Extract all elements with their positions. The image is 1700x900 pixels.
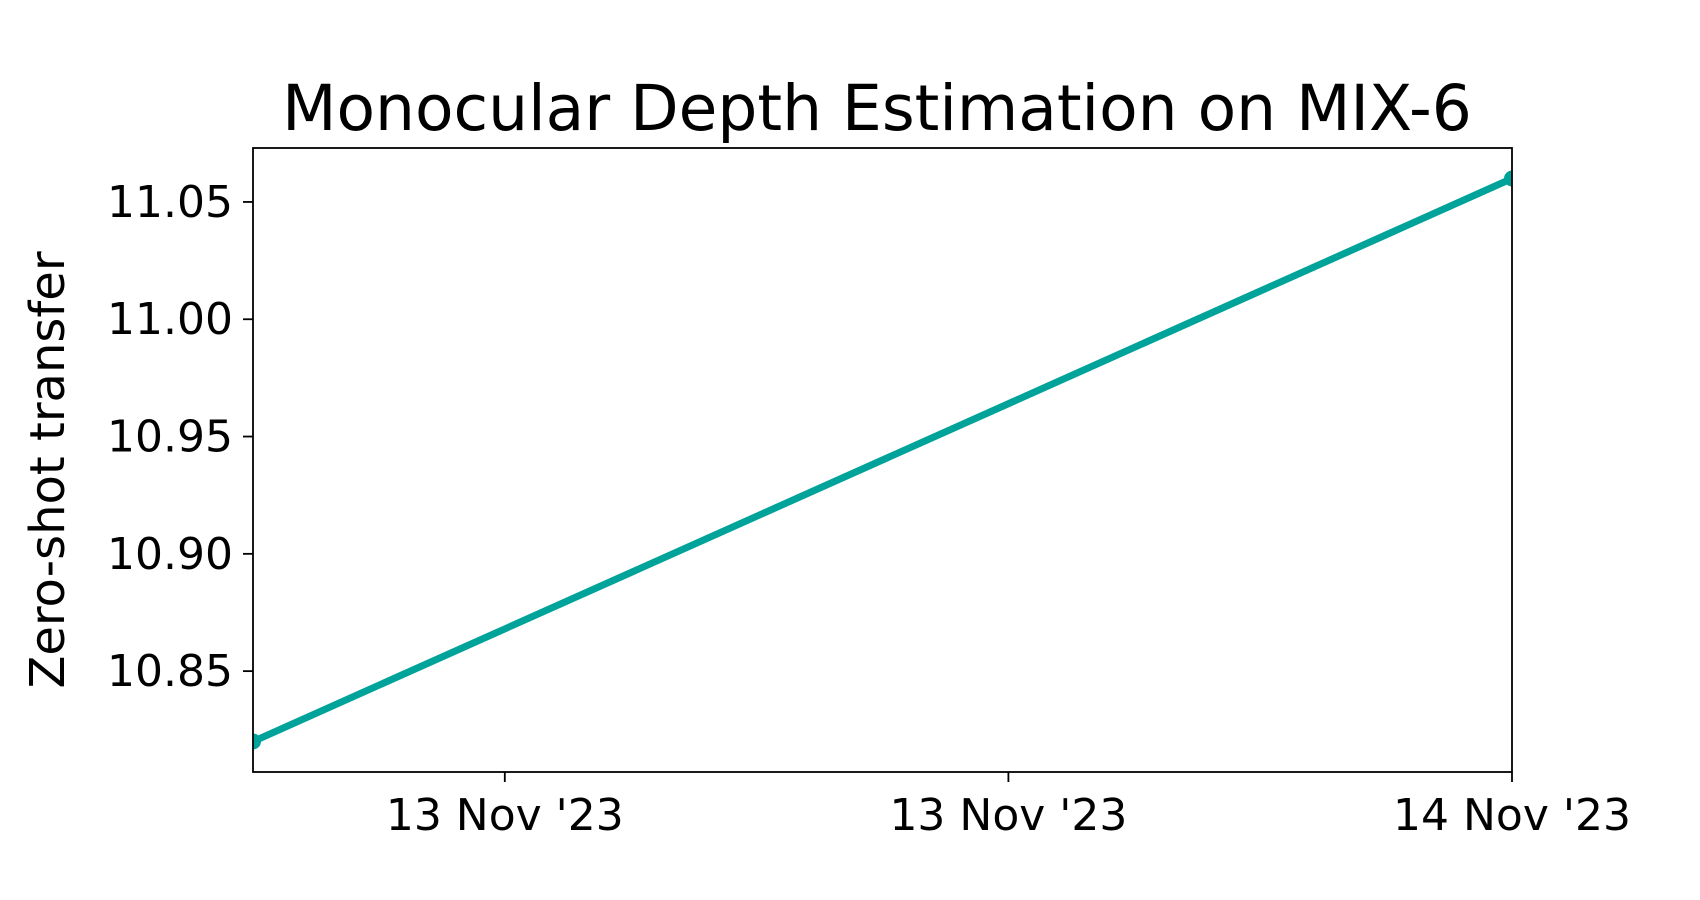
y-tick-label: 11.00: [107, 294, 233, 345]
series-line: [253, 175, 1512, 745]
y-axis-label-group: Zero-shot transfer: [20, 251, 76, 688]
x-tick-label: 14 Nov '23: [1393, 790, 1631, 841]
plot-layer: [253, 175, 1512, 745]
plot-frame: [252, 147, 1513, 773]
x-tick-label: 13 Nov '23: [889, 790, 1127, 841]
marks-layer: [253, 170, 1512, 750]
y-tick-label: 10.90: [107, 529, 233, 580]
y-tick-label: 11.05: [107, 177, 233, 228]
axes-layer: 10.85 10.90 10.95 11.00 11.05 13 Nov '23 13 No…: [107, 147, 1631, 841]
data-point: [253, 733, 261, 750]
y-axis-label: Zero-shot transfer: [20, 251, 76, 688]
x-tick-label: 13 Nov '23: [386, 790, 624, 841]
y-tick-label: 10.95: [107, 412, 233, 463]
chart-title: Monocular Depth Estimation on MIX-6: [282, 72, 1472, 145]
data-point: [1504, 170, 1512, 187]
y-tick-label: 10.85: [107, 646, 233, 697]
